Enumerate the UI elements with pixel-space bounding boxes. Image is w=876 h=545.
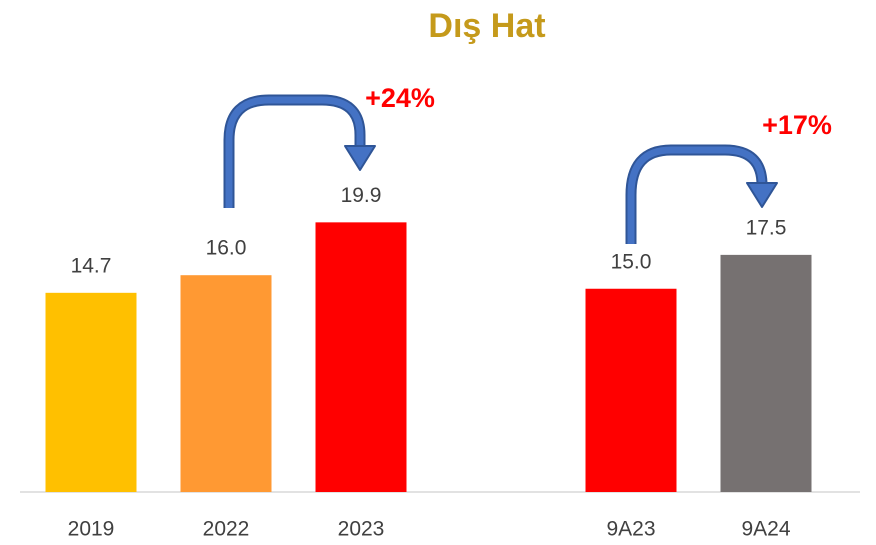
x-tick-label: 2022 <box>203 518 250 541</box>
value-label: 14.7 <box>71 254 112 277</box>
x-tick-label: 9A24 <box>741 518 790 541</box>
x-tick-label: 9A23 <box>606 518 655 541</box>
chart-title: Dış Hat <box>428 7 545 45</box>
value-label: 19.9 <box>341 184 382 207</box>
x-tick-label: 2019 <box>68 518 115 541</box>
bar <box>180 275 272 492</box>
bar <box>720 254 812 492</box>
bar <box>585 288 677 492</box>
x-tick-label: 2023 <box>338 518 385 541</box>
value-label: 15.0 <box>611 250 652 273</box>
bar <box>45 292 137 492</box>
value-label: 17.5 <box>746 216 787 239</box>
annotation: +24% <box>365 83 435 113</box>
value-label: 16.0 <box>206 237 247 260</box>
annotation: +17% <box>762 110 832 140</box>
arrow <box>625 144 778 244</box>
arrow <box>223 94 376 208</box>
bar <box>315 222 407 493</box>
